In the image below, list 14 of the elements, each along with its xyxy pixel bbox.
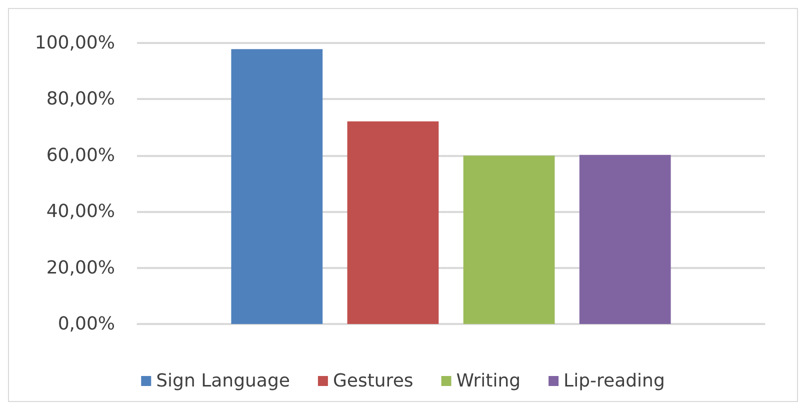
legend-label: Writing	[456, 370, 521, 392]
bar	[579, 154, 671, 324]
y-tick-label: 20,00%	[46, 257, 115, 278]
legend-label: Gestures	[332, 370, 414, 392]
y-tick-label: 80,00%	[46, 88, 115, 110]
legend-label: Lip-reading	[564, 370, 665, 392]
bar	[463, 156, 555, 324]
bar	[231, 49, 323, 324]
y-tick-label: 0,00%	[58, 314, 115, 334]
legend-label: Sign Language	[156, 370, 290, 392]
y-tick-label: 100,00%	[34, 32, 115, 54]
y-tick-label: 60,00%	[46, 144, 115, 166]
bar	[347, 121, 439, 324]
y-tick-label: 40,00%	[46, 201, 115, 222]
